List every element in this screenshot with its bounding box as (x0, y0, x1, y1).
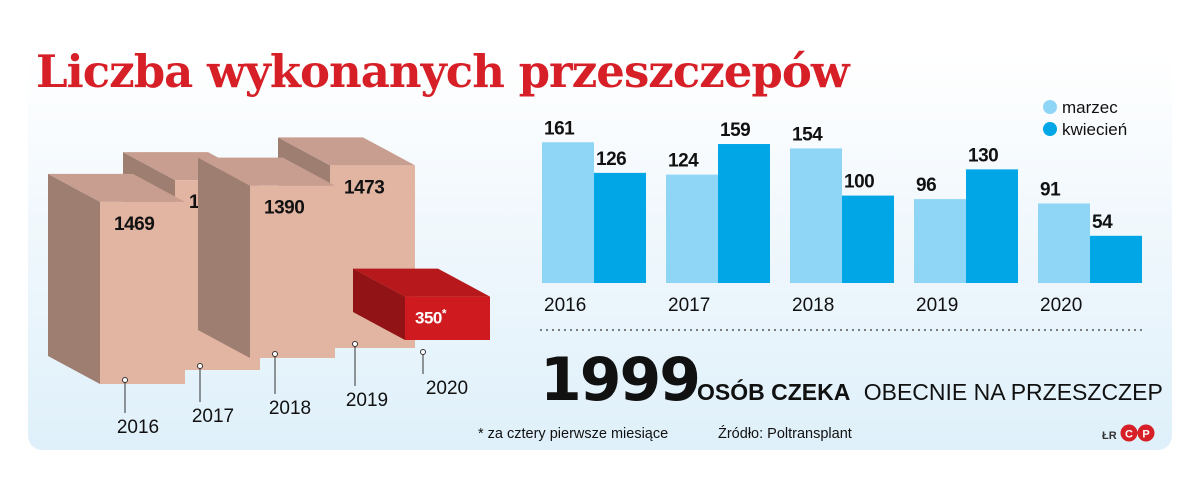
asterisk-mark: * (442, 307, 447, 321)
annual-value-label: 1469 (114, 214, 154, 235)
annual-bar-2018: 1390 (198, 157, 335, 358)
annual-year-label: 2019 (346, 390, 388, 411)
waiting-bold-text: OSÓB CZEKA (697, 378, 850, 405)
leader-dot (197, 363, 203, 369)
annual-year-label: 2018 (269, 398, 311, 419)
month-bar-2017-1 (666, 174, 718, 283)
annual-year-label: 2016 (117, 417, 159, 438)
month-value-label: 130 (968, 145, 998, 166)
month-value-label: 159 (720, 120, 750, 141)
month-bar-2020-1 (1038, 203, 1090, 283)
annual-year-label: 2017 (192, 406, 234, 427)
month-value-label: 54 (1092, 212, 1113, 233)
month-value-label: 124 (668, 151, 699, 172)
month-value-label: 154 (792, 124, 823, 145)
waiting-count: 1999 (540, 345, 699, 415)
month-bar-2016-1 (542, 142, 594, 283)
month-year-label: 2017 (668, 295, 710, 316)
footnote: * za cztery pierwsze miesiące (478, 426, 668, 442)
legend: marzec kwiecień (1043, 98, 1127, 139)
month-bar-2016-2 (594, 172, 646, 283)
annual-bar-2016: 1469 (48, 173, 185, 384)
source: Źródło: Poltransplant (718, 425, 852, 442)
annual-value-label: 350* (415, 307, 447, 328)
waiting-text: OBECNIE NA PRZESZCZEP (864, 379, 1163, 405)
annual-transplants-chart: 15312017147320191469201613902018350*2020 (48, 137, 490, 438)
legend-swatch (1043, 100, 1057, 114)
leader-dot (272, 351, 278, 357)
legend-label: marzec (1062, 98, 1118, 117)
month-year-label: 2019 (916, 295, 958, 316)
month-value-label: 96 (916, 175, 936, 196)
month-bar-2019-2 (966, 169, 1018, 283)
month-bar-2020-2 (1090, 235, 1142, 283)
author-credit: ŁR (1102, 430, 1117, 442)
month-value-label: 161 (544, 118, 575, 139)
publisher-logo: C P (1120, 424, 1155, 442)
annual-value-label: 1473 (344, 177, 384, 198)
monthly-transplants-chart: 161 126 2016 124 159 2017 154 100 2018 96 130 2019 9… (542, 118, 1142, 316)
waiting-caption: OSÓB CZEKA OBECNIE NA PRZESZCZEP (697, 378, 1163, 405)
svg-text:C: C (1125, 429, 1133, 441)
page-title: Liczba wykonanych przeszczepów (36, 45, 850, 98)
month-bar-2018-2 (842, 195, 894, 283)
annual-value-label: 1390 (264, 198, 304, 219)
month-year-label: 2016 (544, 295, 586, 316)
month-year-label: 2020 (1040, 295, 1082, 316)
svg-text:P: P (1142, 429, 1149, 441)
legend-swatch (1043, 122, 1057, 136)
month-value-label: 126 (596, 149, 626, 170)
month-bar-2019-1 (914, 199, 966, 283)
month-value-label: 91 (1040, 179, 1061, 200)
leader-dot (352, 341, 358, 347)
month-bar-2018-1 (790, 148, 842, 283)
leader-dot (122, 377, 128, 383)
annual-bar-2020: 350* (353, 268, 490, 340)
month-value-label: 100 (844, 172, 874, 193)
leader-dot (420, 349, 426, 355)
annual-year-label: 2020 (426, 378, 468, 399)
month-bar-2017-2 (718, 144, 770, 283)
legend-label: kwiecień (1062, 120, 1127, 139)
month-year-label: 2018 (792, 295, 834, 316)
